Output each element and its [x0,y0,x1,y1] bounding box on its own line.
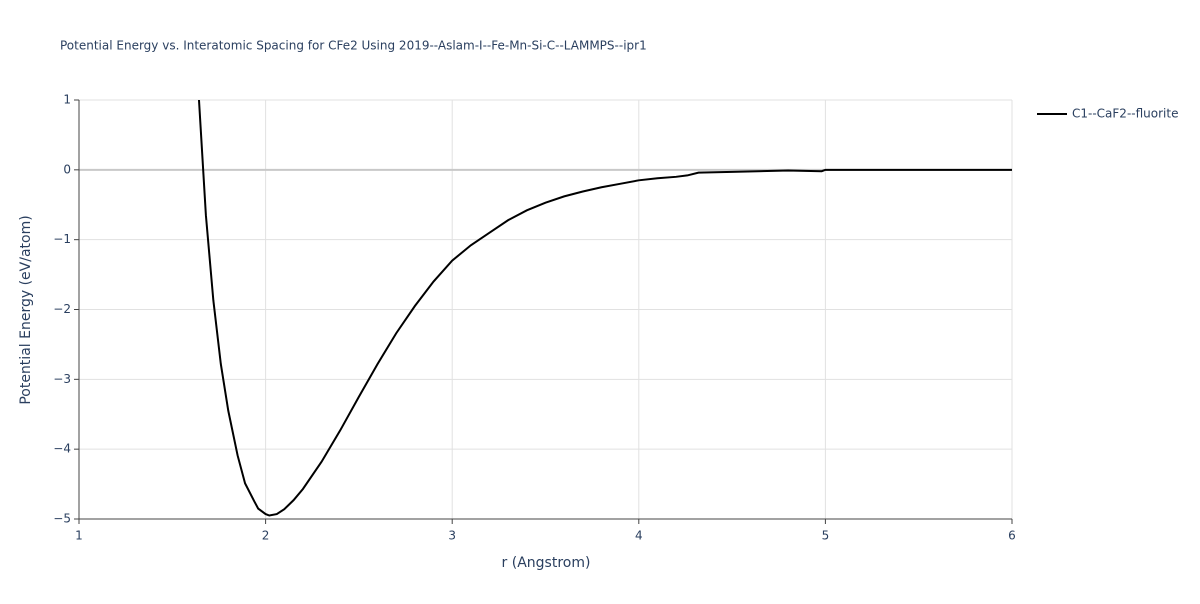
plot-area [197,100,1012,517]
x-tick-label: 6 [1008,529,1016,543]
chart-title: Potential Energy vs. Interatomic Spacing… [60,39,647,53]
x-tick-label: 5 [822,529,830,543]
x-axis-title: r (Angstrom) [502,555,591,571]
y-tick-label: 1 [63,93,71,107]
y-tick-label: −3 [53,372,71,386]
y-tick-label: −4 [53,442,71,456]
x-tick-label: 4 [635,529,643,543]
y-tick-label: −5 [53,512,71,526]
y-tick-label: −2 [53,302,71,316]
y-tick-label: −1 [53,232,71,246]
data-line [197,100,1012,517]
x-tick-label: 2 [262,529,270,543]
legend-label: C1--CaF2--fluorite [1072,107,1178,121]
x-tick-label: 3 [448,529,456,543]
x-tick-label: 1 [75,529,83,543]
y-tick-label: 0 [63,162,71,176]
y-axis-title: Potential Energy (eV/atom) [18,215,34,404]
